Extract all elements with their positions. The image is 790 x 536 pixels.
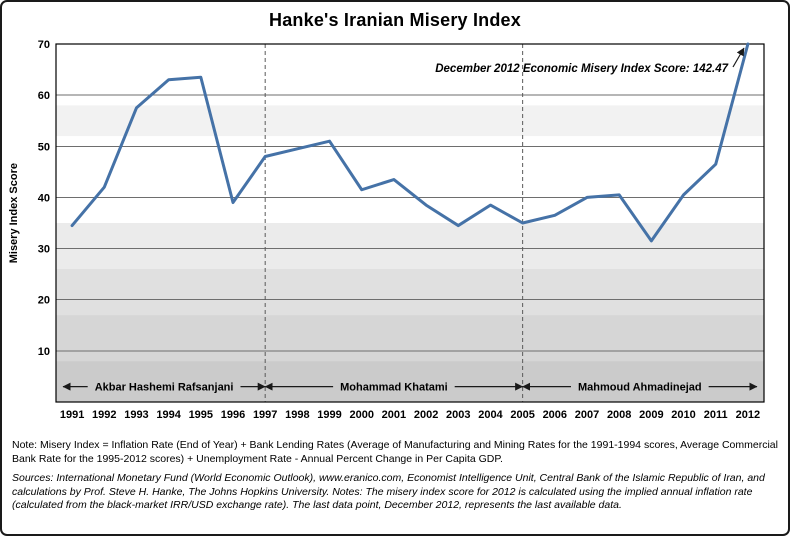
y-axis-title: Misery Index Score (8, 162, 20, 264)
svg-text:Mahmoud Ahmadinejad: Mahmoud Ahmadinejad (578, 382, 702, 394)
svg-text:40: 40 (38, 192, 50, 204)
svg-text:2011: 2011 (704, 409, 728, 421)
svg-text:10: 10 (38, 346, 50, 358)
chart-area: Misery Index Score 10 20 30 40 50 60 70 1991 199… (8, 34, 782, 432)
svg-text:1999: 1999 (317, 409, 341, 421)
svg-text:2000: 2000 (349, 409, 373, 421)
svg-text:2002: 2002 (414, 409, 438, 421)
era-akbar-hashemi-rafsanjani: Akbar Hashemi Rafsanjani (62, 382, 266, 394)
sources-text: Sources: International Monetary Fund (Wo… (12, 471, 765, 512)
svg-text:2007: 2007 (575, 409, 599, 421)
shade-bands (56, 105, 764, 402)
svg-text:Akbar Hashemi Rafsanjani: Akbar Hashemi Rafsanjani (95, 382, 234, 394)
svg-text:1992: 1992 (92, 409, 116, 421)
svg-text:1996: 1996 (221, 409, 245, 421)
svg-text:1994: 1994 (156, 409, 181, 421)
svg-text:1997: 1997 (253, 409, 277, 421)
svg-text:1998: 1998 (285, 409, 309, 421)
svg-text:20: 20 (38, 295, 50, 307)
plot-border (55, 43, 765, 403)
svg-text:60: 60 (38, 90, 50, 102)
svg-text:1993: 1993 (124, 409, 148, 421)
chart-title: Hanke's Iranian Misery Index (269, 10, 521, 30)
era-mohammad-khatami: Mohammad Khatami (264, 382, 524, 394)
svg-text:2010: 2010 (671, 409, 695, 421)
svg-text:2012: 2012 (736, 409, 760, 421)
svg-text:30: 30 (38, 244, 50, 256)
svg-text:1991: 1991 (60, 409, 84, 421)
svg-text:2009: 2009 (639, 409, 663, 421)
svg-text:2008: 2008 (607, 409, 631, 421)
note-text: Note: Misery Index = Inflation Rate (End… (12, 439, 778, 465)
svg-text:70: 70 (38, 39, 50, 51)
svg-text:2004: 2004 (478, 409, 503, 421)
svg-text:2001: 2001 (382, 409, 406, 421)
svg-text:50: 50 (38, 141, 50, 153)
x-tick-labels: 1991 1992 1993 1994 1995 1996 1997 1998 1999 2000… (60, 409, 760, 421)
era-mahmoud-ahmadinejad: Mahmoud Ahmadinejad (522, 382, 758, 394)
svg-text:1995: 1995 (189, 409, 213, 421)
y-tick-labels: 10 20 30 40 50 60 70 (38, 39, 50, 358)
svg-text:Mohammad Khatami: Mohammad Khatami (340, 382, 448, 394)
svg-text:2003: 2003 (446, 409, 470, 421)
svg-text:2006: 2006 (543, 409, 567, 421)
svg-text:2005: 2005 (510, 409, 534, 421)
annotation-2012: December 2012 Economic Misery Index Scor… (435, 47, 745, 75)
svg-text:December 2012 Economic Misery: December 2012 Economic Misery Index Scor… (435, 63, 728, 75)
misery-index-line (70, 42, 750, 243)
